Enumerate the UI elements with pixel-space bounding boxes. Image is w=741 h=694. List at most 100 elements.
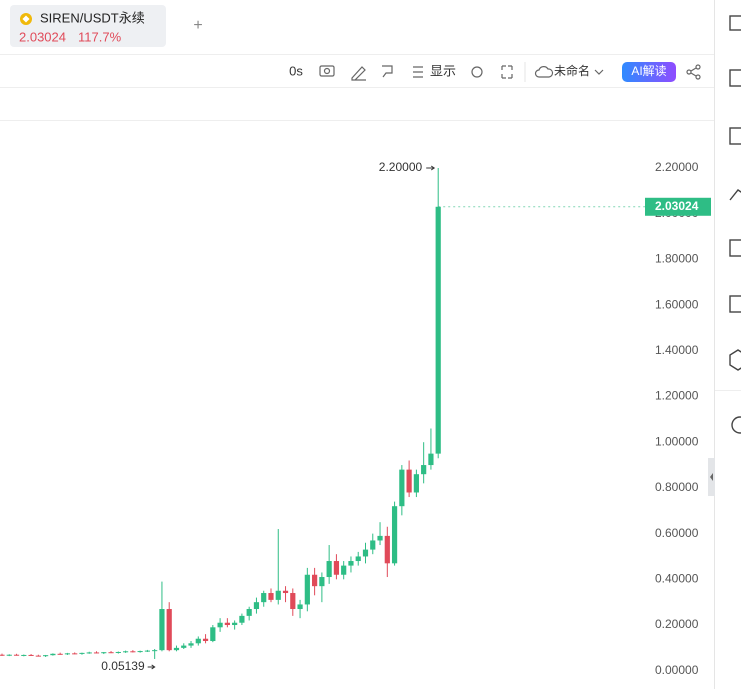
candle-body xyxy=(35,655,41,657)
fullscreen-icon[interactable] xyxy=(501,65,513,79)
y-tick-label: 1.80000 xyxy=(655,252,699,266)
camera-icon[interactable] xyxy=(319,65,335,77)
high-arrow xyxy=(426,165,436,171)
candle-body xyxy=(21,654,27,656)
last-price-label: 2.03024 xyxy=(655,199,699,213)
y-tick-label: 1.00000 xyxy=(655,434,699,448)
coin-icon-mark xyxy=(22,15,30,23)
settings-icon[interactable] xyxy=(471,66,483,78)
add-tab[interactable]: + xyxy=(193,17,202,34)
cloud-icon xyxy=(534,66,554,78)
candle-body xyxy=(152,650,158,652)
y-tick-label: 1.40000 xyxy=(655,343,699,357)
pencil-icon[interactable] xyxy=(351,66,366,81)
low-label: 0.05139 xyxy=(101,659,145,673)
y-tick-label: 0.00000 xyxy=(655,663,699,677)
candle-body xyxy=(195,638,201,644)
sidebar-icon[interactable] xyxy=(729,349,741,371)
high-label: 2.20000 xyxy=(379,160,423,174)
candle-body xyxy=(224,622,230,626)
share-icon[interactable] xyxy=(686,69,692,75)
ai-button[interactable] xyxy=(622,62,676,82)
candle-body xyxy=(173,647,180,651)
symbol-tab[interactable] xyxy=(10,5,166,47)
candle-body xyxy=(210,627,216,642)
y-tick-label: 0.80000 xyxy=(655,480,699,494)
toolbar-icons xyxy=(319,64,701,81)
display-icon[interactable] xyxy=(413,66,423,78)
candle-body xyxy=(391,506,398,564)
symbol: SIREN/USDT永续 xyxy=(40,10,145,25)
candle-body xyxy=(297,604,303,610)
candle-body xyxy=(348,561,354,566)
sidebar-icon[interactable] xyxy=(729,127,741,145)
change: 117.7% xyxy=(78,29,122,44)
candle-body xyxy=(362,549,369,557)
candle-body xyxy=(304,574,310,605)
candle-body xyxy=(253,602,260,610)
candle-body xyxy=(290,593,296,610)
candle-body xyxy=(108,652,114,654)
candle-body xyxy=(341,565,347,575)
candle-body xyxy=(333,561,340,575)
display[interactable]: 显示 xyxy=(430,63,456,78)
y-tick-label: 2.20000 xyxy=(655,160,699,174)
y-tick-label: 0.40000 xyxy=(655,571,699,585)
sidebar-icon[interactable] xyxy=(729,239,741,257)
candle-body xyxy=(28,654,34,656)
y-tick-label: 1.60000 xyxy=(655,297,699,311)
candle-body xyxy=(275,590,281,600)
candle-body xyxy=(421,465,427,475)
low-arrow xyxy=(147,664,156,670)
candle-body xyxy=(246,609,252,616)
sidebar-icon[interactable] xyxy=(731,416,741,434)
candle-body xyxy=(435,206,441,454)
sidebar-icon[interactable] xyxy=(729,69,741,87)
interval[interactable]: 0s xyxy=(289,63,303,78)
candle-body xyxy=(72,653,78,655)
candle-body xyxy=(413,474,419,493)
sidebar-icon[interactable] xyxy=(729,189,741,201)
candle-body xyxy=(130,651,136,653)
candle-body xyxy=(137,651,143,653)
sidebar-icon[interactable] xyxy=(729,15,741,31)
ai-label: AI解读 xyxy=(631,64,666,78)
candle-body xyxy=(50,653,56,656)
candle-body xyxy=(399,469,405,507)
candle-body xyxy=(13,654,20,656)
y-tick-label: 0.60000 xyxy=(655,526,699,540)
candle-body xyxy=(122,651,129,653)
candle-body xyxy=(86,652,92,654)
candle-body xyxy=(6,654,12,656)
candle-body xyxy=(57,653,63,655)
camera-lens xyxy=(323,67,331,75)
y-tick-label: 0.20000 xyxy=(655,617,699,631)
candle-body xyxy=(115,651,121,653)
annotate-icon[interactable] xyxy=(382,65,393,78)
candle-body xyxy=(406,469,412,493)
sidebar-icon[interactable] xyxy=(729,295,741,313)
candle-body xyxy=(239,615,245,623)
candle-body xyxy=(166,609,172,651)
candle-body xyxy=(79,652,85,654)
candle-body xyxy=(326,561,332,578)
candle-body xyxy=(312,574,318,587)
dropdown-icon[interactable] xyxy=(594,69,604,75)
candle-body xyxy=(43,655,49,657)
plot: 0.00000 0.20000 0.40000 0.60000 0.80000 1.000… xyxy=(0,160,711,677)
candle-body xyxy=(232,622,238,626)
sidebar-icons xyxy=(729,15,741,434)
candle-body xyxy=(370,540,376,550)
candle-body xyxy=(144,650,150,652)
share-edges xyxy=(690,67,697,77)
share-node xyxy=(695,64,701,70)
layout-name[interactable]: 未命名 xyxy=(554,63,590,78)
candle-body xyxy=(188,643,194,646)
share-node xyxy=(695,74,701,80)
candle-body xyxy=(377,535,383,541)
candle-body xyxy=(355,556,361,562)
candle-body xyxy=(202,638,209,642)
last-price-box xyxy=(645,197,711,216)
